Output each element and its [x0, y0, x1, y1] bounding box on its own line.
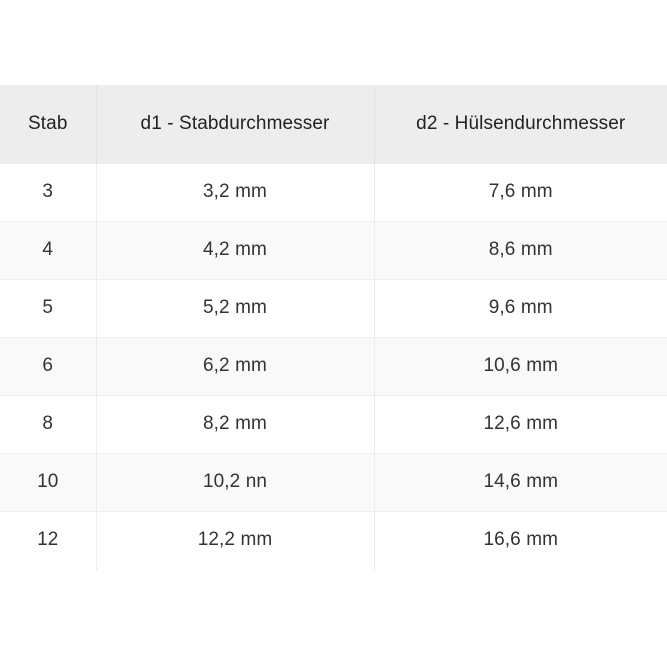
spec-table-container: Stab d1 - Stabdurchmesser d2 - Hülsendur… — [0, 85, 667, 570]
table-row: 5 5,2 mm 9,6 mm — [0, 278, 667, 337]
cell-d2: 7,6 mm — [374, 162, 667, 221]
cell-d2: 12,6 mm — [374, 394, 667, 453]
table-row: 8 8,2 mm 12,6 mm — [0, 394, 667, 453]
cell-d1: 6,2 mm — [96, 336, 375, 395]
cell-stab: 8 — [0, 394, 97, 453]
cell-stab: 6 — [0, 336, 97, 395]
cell-stab: 10 — [0, 452, 97, 511]
cell-d2: 14,6 mm — [374, 452, 667, 511]
table-row: 6 6,2 mm 10,6 mm — [0, 336, 667, 395]
spec-table: Stab d1 - Stabdurchmesser d2 - Hülsendur… — [0, 85, 667, 570]
column-header-d1: d1 - Stabdurchmesser — [96, 85, 375, 163]
cell-d2: 10,6 mm — [374, 336, 667, 395]
cell-d2: 9,6 mm — [374, 278, 667, 337]
column-header-stab: Stab — [0, 85, 97, 163]
table-header: Stab d1 - Stabdurchmesser d2 - Hülsendur… — [0, 85, 667, 163]
cell-stab: 12 — [0, 510, 97, 569]
cell-stab: 3 — [0, 162, 97, 221]
cell-d2: 8,6 mm — [374, 220, 667, 279]
table-row: 12 12,2 mm 16,6 mm — [0, 510, 667, 569]
cell-d1: 12,2 mm — [96, 510, 375, 569]
table-row: 3 3,2 mm 7,6 mm — [0, 162, 667, 221]
table-body: 3 3,2 mm 7,6 mm 4 4,2 mm 8,6 mm 5 5,2 mm… — [0, 162, 667, 569]
cell-stab: 5 — [0, 278, 97, 337]
cell-d2: 16,6 mm — [374, 510, 667, 569]
table-row: 4 4,2 mm 8,6 mm — [0, 220, 667, 279]
cell-d1: 10,2 nn — [96, 452, 375, 511]
table-row: 10 10,2 nn 14,6 mm — [0, 452, 667, 511]
cell-d1: 5,2 mm — [96, 278, 375, 337]
cell-d1: 8,2 mm — [96, 394, 375, 453]
cell-d1: 3,2 mm — [96, 162, 375, 221]
cell-d1: 4,2 mm — [96, 220, 375, 279]
cell-stab: 4 — [0, 220, 97, 279]
table-header-row: Stab d1 - Stabdurchmesser d2 - Hülsendur… — [0, 85, 667, 163]
column-header-d2: d2 - Hülsendurchmesser — [416, 112, 626, 134]
